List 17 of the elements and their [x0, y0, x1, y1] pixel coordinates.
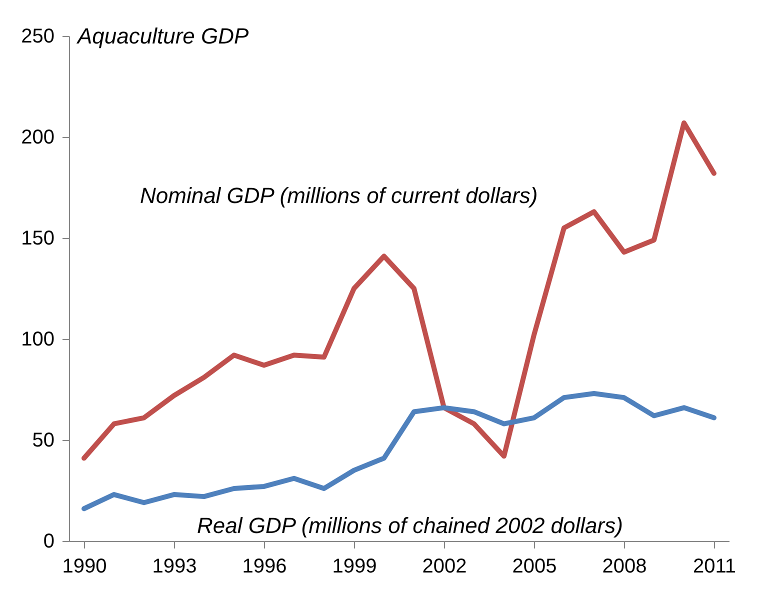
series-label: Nominal GDP (millions of current dollars)	[140, 183, 538, 208]
x-tick-label: 1999	[332, 556, 377, 578]
x-tick-label: 2008	[602, 556, 647, 578]
y-tick-label: 50	[32, 430, 54, 452]
y-tick-label: 200	[21, 126, 54, 148]
y-tick-label: 150	[21, 228, 54, 250]
y-axis-title: Aquaculture GDP	[76, 24, 250, 48]
x-tick-label: 1996	[242, 556, 287, 578]
x-tick-label: 1993	[152, 556, 197, 578]
x-tick-label: 2011	[692, 556, 736, 578]
y-tick-label: 0	[43, 530, 54, 552]
x-tick-label: 2002	[422, 556, 467, 578]
series-label: Real GDP (millions of chained 2002 dollars)	[197, 513, 623, 538]
y-tick-label: 250	[21, 26, 54, 48]
x-tick-label: 2005	[512, 556, 557, 578]
x-tick-label: 1990	[62, 556, 107, 578]
y-tick-label: 100	[21, 328, 54, 350]
